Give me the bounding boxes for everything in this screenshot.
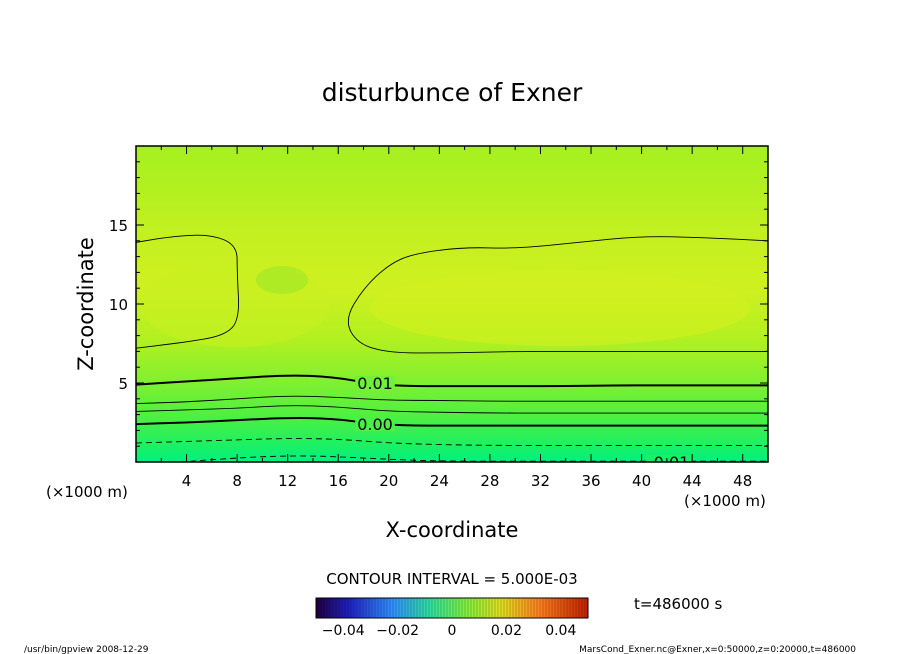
x-tick-label: 24 — [430, 472, 449, 490]
plot-area: 0.010.00-0.01 4 8 12 16 20 24 28 32 36 40 44 485101… — [109, 145, 769, 490]
contour-label-0: 0.01 — [357, 374, 393, 393]
chart-title: disturbunce of Exner — [322, 78, 583, 107]
colorbar-tick-label: −0.04 — [322, 623, 365, 639]
footer-right: MarsCond_Exner.nc@Exner,x=0:50000,z=0:20… — [579, 645, 856, 654]
y-tick-label: 10 — [109, 296, 128, 314]
contour-label-1: 0.00 — [357, 415, 393, 434]
contour-label-bg-0 — [355, 376, 395, 390]
contour-line-3 — [136, 374, 768, 388]
field-blob-low — [256, 266, 308, 294]
time-label: t=486000 s — [634, 595, 722, 613]
field-blob-right — [370, 270, 750, 346]
y-tick-label: 5 — [118, 375, 128, 393]
y-axis-label: Z-coordinate — [74, 237, 98, 371]
contour-line-0 — [136, 234, 240, 349]
x-tick-label: 32 — [531, 472, 550, 490]
x-unit-label: (×1000 m) — [684, 492, 766, 510]
colorbar-tick-label: 0.02 — [491, 623, 522, 639]
x-axis-label: X-coordinate — [386, 518, 519, 542]
colorbar-ticks: −0.04 −0.02 0 0.02 0.04 — [322, 623, 577, 639]
colorbar-tick-label: 0 — [448, 623, 457, 639]
colorbar-stripes — [317, 599, 586, 617]
x-tick-label: 12 — [278, 472, 297, 490]
contour-labels: 0.01 0.00 -0.01 — [355, 374, 692, 472]
x-tick-label: 40 — [632, 472, 651, 490]
x-tick-label: 4 — [182, 472, 192, 490]
x-tick-label: 48 — [733, 472, 752, 490]
x-tick-label: 20 — [379, 472, 398, 490]
colorbar-tick-label: −0.02 — [376, 623, 419, 639]
colorbar: −0.04 −0.02 0 0.02 0.04 — [315, 597, 589, 639]
y-tick-label: 15 — [109, 217, 128, 235]
contour-line-4 — [136, 405, 768, 414]
contour-line-1 — [347, 236, 768, 354]
colorbar-tick-label: 0.04 — [545, 623, 576, 639]
x-tick-label: 36 — [581, 472, 600, 490]
x-tick-label: 16 — [329, 472, 348, 490]
x-tick-label: 28 — [480, 472, 499, 490]
footer-left: /usr/bin/gpview 2008-12-29 — [24, 645, 149, 654]
contour-interval-text: CONTOUR INTERVAL = 5.000E-03 — [326, 570, 577, 588]
x-tick-label: 8 — [232, 472, 242, 490]
y-unit-label: (×1000 m) — [46, 483, 128, 501]
contour-label-bg-2 — [645, 455, 692, 462]
contour-line-5 — [136, 417, 768, 427]
colorbar-gradient — [315, 597, 589, 619]
x-tick-label: 44 — [683, 472, 702, 490]
contour-label-2: -0.01 — [648, 453, 689, 472]
contour-line-2 — [136, 395, 768, 404]
contour-label-bg-1 — [355, 417, 395, 432]
contour-line-6 — [136, 438, 768, 446]
